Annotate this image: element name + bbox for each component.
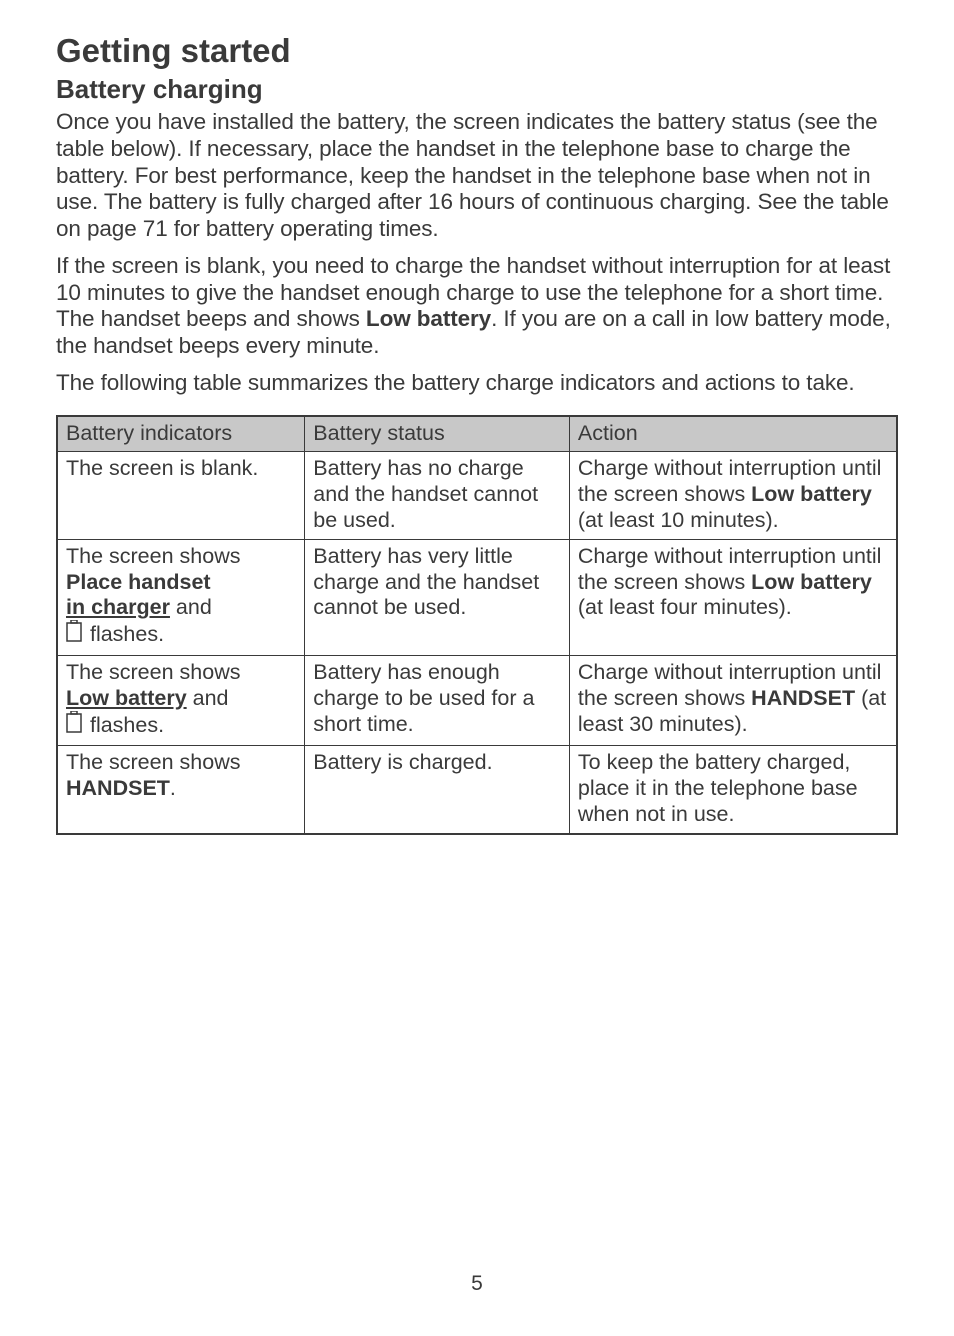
cell-text: (at least 10 minutes). [578, 508, 779, 532]
table-row: The screen shows Low battery and flashes… [57, 656, 897, 746]
paragraph-3: The following table summarizes the batte… [56, 370, 898, 397]
cell-status: Battery is charged. [305, 746, 570, 834]
cell-bold-underline: in charger [66, 595, 170, 619]
header-status: Battery status [305, 416, 570, 452]
cell-text: The screen is blank. [66, 456, 258, 480]
battery-table: Battery indicators Battery status Action… [56, 415, 898, 835]
cell-text: . [170, 776, 176, 800]
cell-bold: Low battery [751, 570, 872, 594]
table-header-row: Battery indicators Battery status Action [57, 416, 897, 452]
cell-action: Charge without interruption until the sc… [569, 656, 897, 746]
cell-text: flashes. [84, 713, 164, 737]
cell-status: Battery has very little charge and the h… [305, 539, 570, 655]
cell-indicator: The screen is blank. [57, 452, 305, 539]
cell-action: Charge without interruption until the sc… [569, 539, 897, 655]
cell-text: To keep the battery charged, place it in… [578, 750, 858, 826]
cell-text: (at least four minutes). [578, 595, 792, 619]
table-row: The screen shows Place handset in charge… [57, 539, 897, 655]
table-row: The screen is blank. Battery has no char… [57, 452, 897, 539]
page-title: Getting started [56, 32, 898, 70]
cell-text: flashes. [84, 622, 164, 646]
section-subtitle: Battery charging [56, 74, 898, 105]
cell-text: and [170, 595, 212, 619]
cell-bold: HANDSET [66, 776, 170, 800]
page-number: 5 [0, 1272, 954, 1296]
header-indicators: Battery indicators [57, 416, 305, 452]
paragraph-2: If the screen is blank, you need to char… [56, 253, 898, 360]
battery-icon [66, 620, 82, 649]
paragraph-1: Once you have installed the battery, the… [56, 109, 898, 243]
cell-text: The screen shows [66, 750, 240, 774]
cell-status: Battery has no charge and the handset ca… [305, 452, 570, 539]
cell-action: Charge without interruption until the sc… [569, 452, 897, 539]
battery-icon [66, 711, 82, 740]
cell-bold: Low battery [751, 482, 872, 506]
cell-bold: HANDSET [751, 686, 855, 710]
cell-indicator: The screen shows HANDSET. [57, 746, 305, 834]
cell-bold: Place handset [66, 570, 211, 594]
header-action: Action [569, 416, 897, 452]
cell-indicator: The screen shows Low battery and flashes… [57, 656, 305, 746]
paragraph-2-bold: Low battery [366, 306, 491, 331]
cell-text: The screen shows [66, 660, 240, 684]
cell-bold-underline: Low battery [66, 686, 187, 710]
cell-indicator: The screen shows Place handset in charge… [57, 539, 305, 655]
cell-action: To keep the battery charged, place it in… [569, 746, 897, 834]
cell-text: and [187, 686, 229, 710]
table-row: The screen shows HANDSET. Battery is cha… [57, 746, 897, 834]
cell-text: The screen shows [66, 544, 240, 568]
cell-status: Battery has enough charge to be used for… [305, 656, 570, 746]
